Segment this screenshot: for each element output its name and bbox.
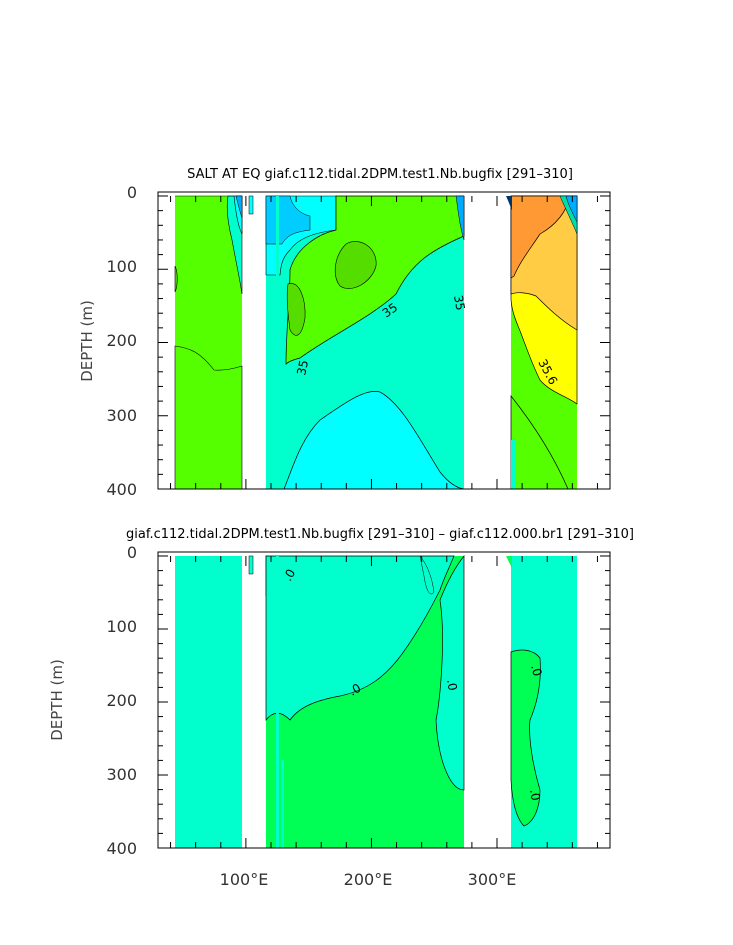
contour-label: 35 xyxy=(294,359,311,377)
bottom-field-atlantic xyxy=(506,556,577,848)
y-tick-label: 200 xyxy=(106,691,137,710)
contour-label: .0 xyxy=(528,663,544,678)
contour-label: 35 xyxy=(451,294,467,311)
bottom-x-ticks xyxy=(170,556,598,848)
bottom-field-island xyxy=(248,555,254,575)
bottom-field-strips xyxy=(276,556,284,848)
x-tick-label: 300°E xyxy=(468,870,517,889)
y-tick-label: 0 xyxy=(127,543,137,562)
bottom-y-ticks xyxy=(158,555,610,849)
top-field-central xyxy=(265,195,465,490)
top-y-ticks xyxy=(158,195,610,490)
bottom-field-west xyxy=(175,556,242,848)
y-tick-label: 400 xyxy=(106,839,137,858)
top-field-atlantic xyxy=(506,195,578,490)
top-plot-frame xyxy=(157,191,611,490)
top-y-axis-label: DEPTH (m) xyxy=(78,300,96,382)
bottom-field-central xyxy=(265,555,465,848)
x-tick-label: 200°E xyxy=(344,870,393,889)
y-tick-label: 0 xyxy=(127,183,137,202)
y-tick-label: 300 xyxy=(106,406,137,425)
y-tick-label: 200 xyxy=(106,331,137,350)
top-panel: SALT AT EQ giaf.c112.tidal.2DPM.test1.Nb… xyxy=(78,167,611,499)
contour-label: .0 xyxy=(527,788,543,802)
bottom-panel-title: giaf.c112.tidal.2DPM.test1.Nb.bugfix [29… xyxy=(126,527,634,542)
top-field-west xyxy=(174,195,243,490)
bottom-y-tick-labels: 0 100 200 300 400 xyxy=(106,543,137,858)
y-tick-label: 400 xyxy=(106,480,137,499)
top-x-ticks xyxy=(170,196,598,489)
bottom-x-tick-labels: 100°E 200°E 300°E xyxy=(220,870,517,889)
x-tick-label: 100°E xyxy=(220,870,269,889)
y-tick-label: 100 xyxy=(106,257,137,276)
contour-label: .0 xyxy=(444,678,460,692)
bottom-plot-frame xyxy=(157,551,611,849)
bottom-panel: giaf.c112.tidal.2DPM.test1.Nb.bugfix [29… xyxy=(48,527,634,889)
y-tick-label: 100 xyxy=(106,617,137,636)
y-tick-label: 300 xyxy=(106,765,137,784)
top-field-island xyxy=(248,195,254,215)
bottom-y-axis-label: DEPTH (m) xyxy=(48,659,66,741)
top-y-tick-labels: 0 100 200 300 400 xyxy=(106,183,137,499)
top-panel-title: SALT AT EQ giaf.c112.tidal.2DPM.test1.Nb… xyxy=(187,167,573,182)
top-field-strips xyxy=(276,196,284,489)
